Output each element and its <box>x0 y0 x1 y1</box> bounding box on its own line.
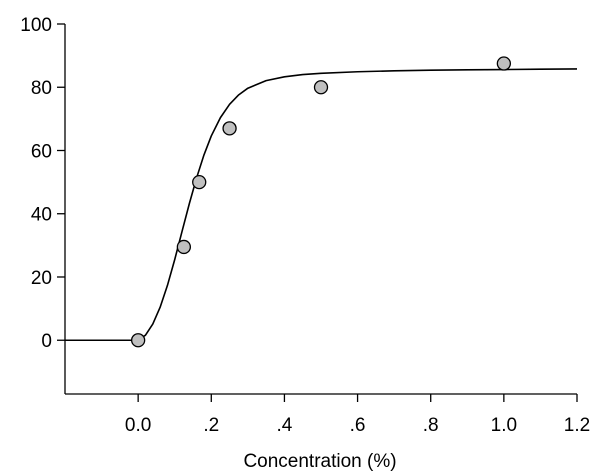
x-tick-label: .8 <box>423 415 439 436</box>
data-point <box>176 239 192 255</box>
x-tick-label: 1.2 <box>564 415 590 436</box>
data-point <box>313 80 329 95</box>
x-tick-label: 1.0 <box>491 415 517 436</box>
labels-layer: 0 20 40 60 80 100 0.0 .2 .4 .6 .8 1.0 1.2 <box>20 15 590 436</box>
y-tick-label: 100 <box>20 15 52 36</box>
data-point <box>496 56 512 71</box>
y-tick-label: 20 <box>31 268 52 289</box>
points-layer <box>130 56 512 348</box>
x-tick-label: 0.0 <box>125 415 151 436</box>
curve-layer <box>65 68 578 342</box>
y-tick-label: 0 <box>41 331 52 352</box>
data-point <box>130 333 146 348</box>
y-tick-label: 80 <box>31 78 52 99</box>
x-tick-label: .4 <box>276 415 292 436</box>
x-tick-label: .2 <box>203 415 219 436</box>
axes-layer <box>57 23 578 402</box>
y-tick-label: 60 <box>31 141 52 162</box>
fitted-curve <box>65 68 578 342</box>
x-tick-label: .6 <box>350 415 366 436</box>
y-tick-label: 40 <box>31 205 52 226</box>
data-point <box>222 121 237 136</box>
data-point <box>192 174 207 190</box>
x-axis-title: Concentration (%) <box>243 451 396 472</box>
